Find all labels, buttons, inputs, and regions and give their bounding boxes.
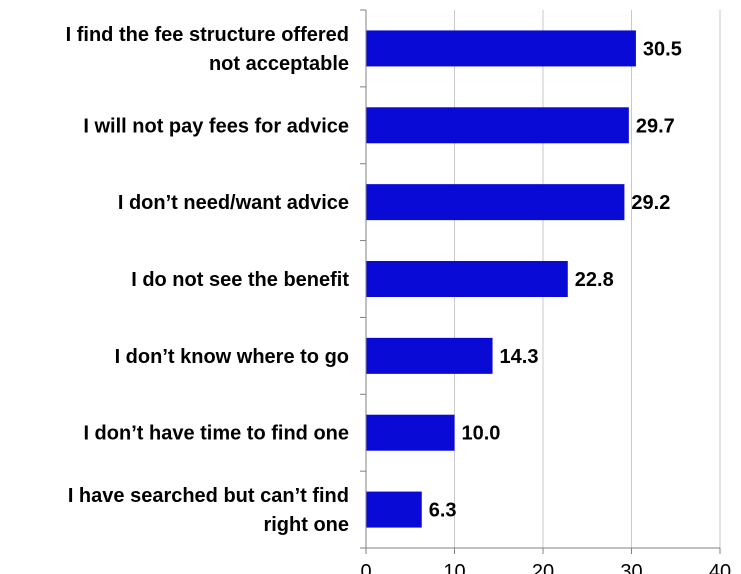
category-label: I have searched but can’t find right one <box>68 485 349 536</box>
x-tick-label: 30 <box>620 561 642 574</box>
bar <box>366 107 629 144</box>
category-label: I don’t have time to find one <box>83 423 349 445</box>
category-label-line: I don’t have time to find one <box>83 423 349 445</box>
bars <box>366 30 636 528</box>
value-label: 29.2 <box>631 192 670 214</box>
x-tick-label: 0 <box>360 561 371 574</box>
category-label-line: I will not pay fees for advice <box>83 115 349 137</box>
category-label: I will not pay fees for advice <box>83 115 349 137</box>
category-label-line: not acceptable <box>209 53 349 75</box>
bar <box>366 30 636 67</box>
value-label: 14.3 <box>500 346 539 368</box>
bar <box>366 491 422 528</box>
bar <box>366 337 493 374</box>
value-label: 30.5 <box>643 38 682 60</box>
bar <box>366 184 625 221</box>
value-label: 29.7 <box>636 115 675 137</box>
category-label: I do not see the benefit <box>131 269 349 291</box>
x-tick-label: 40 <box>709 561 731 574</box>
labels: 30.5 I find the fee structure offered not … <box>66 24 682 536</box>
x-tick-label: 10 <box>443 561 465 574</box>
axes: 0 10 20 30 40 <box>360 9 731 574</box>
category-label-line: I don’t know where to go <box>115 346 349 368</box>
bar <box>366 414 455 451</box>
category-label-line: I find the fee structure offered <box>66 24 349 46</box>
category-label-line: right one <box>263 514 349 536</box>
category-label: I don’t need/want advice <box>118 192 349 214</box>
bar <box>366 261 568 297</box>
x-tick-label: 20 <box>532 561 554 574</box>
value-label: 10.0 <box>462 423 501 445</box>
category-label-line: I don’t need/want advice <box>118 192 349 214</box>
value-label: 6.3 <box>429 500 457 522</box>
value-label: 22.8 <box>575 269 614 291</box>
category-label-line: I have searched but can’t find <box>68 485 349 507</box>
category-label: I don’t know where to go <box>115 346 349 368</box>
category-label-line: I do not see the benefit <box>131 269 349 291</box>
category-label: I find the fee structure offered not acce… <box>66 24 349 75</box>
